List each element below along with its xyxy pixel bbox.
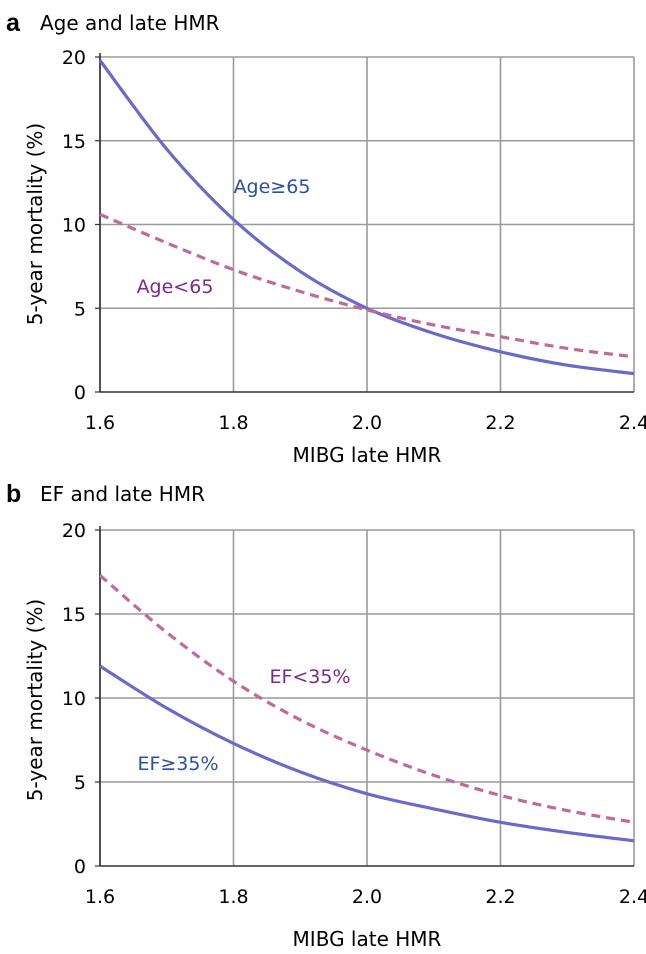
panel-b-plot: 1.6 1.8 2.0 2.2 2.4 0 5 10 15 20 EF<35% EF≥35%: [62, 520, 646, 908]
panel-b-y-tick-label: 20: [62, 520, 86, 542]
panel-b-y-tick-label: 10: [62, 688, 86, 710]
panel-b-title: EF and late HMR: [40, 482, 205, 506]
panel-b: b EF and late HMR 1.6 1.8 2.0 2.2 2.4 0 5 10 15 2…: [6, 480, 646, 951]
panel-a-series-line-solid: [98, 59, 635, 376]
panel-b-series-line-dashed: [98, 574, 635, 824]
panel-a-y-tick-label: 10: [62, 215, 86, 237]
panel-b-x-axis-label: MIBG late HMR: [293, 927, 442, 951]
panel-b-y-axis-label: 5-year mortality (%): [23, 599, 47, 801]
panel-b-letter: b: [6, 480, 21, 508]
panel-a-y-tick-label: 15: [62, 131, 86, 153]
panel-a-x-axis-label: MIBG late HMR: [293, 443, 442, 467]
panel-b-y-tick-label: 5: [74, 772, 86, 794]
panel-a-x-tick-label: 2.4: [619, 412, 646, 434]
panel-a-series-line-dashed: [99, 212, 635, 359]
panel-a-y-tick-label: 0: [74, 382, 86, 404]
panel-a: a Age and late HMR 1.6 1.8 2.0 2.2 2.4 0 5 10 15…: [6, 9, 646, 467]
panel-b-series-line-solid: [99, 664, 635, 843]
panel-a-y-axis-label: 5-year mortality (%): [23, 123, 47, 325]
panel-a-x-tick-label: 2.2: [485, 412, 515, 434]
panel-b-x-tick-label: 1.8: [218, 886, 248, 908]
panel-b-x-tick-label: 2.0: [352, 886, 382, 908]
panel-a-y-tick-label: 20: [62, 47, 86, 69]
panel-a-x-tick-label: 1.8: [218, 412, 248, 434]
panel-a-series-label: Age≥65: [234, 176, 311, 198]
panel-a-series-label: Age<65: [137, 276, 214, 298]
panel-b-x-tick-label: 2.4: [619, 886, 646, 908]
panel-b-y-tick-label: 15: [62, 604, 86, 626]
panel-a-y-tick-label: 5: [74, 298, 86, 320]
panel-a-x-tick-label: 2.0: [352, 412, 382, 434]
panel-b-series-label: EF<35%: [269, 666, 350, 688]
panel-a-plot: 1.6 1.8 2.0 2.2 2.4 0 5 10 15 20 Age≥65 Age<65: [62, 47, 646, 434]
panel-b-series-label: EF≥35%: [137, 753, 218, 775]
panel-b-y-tick-label: 0: [74, 856, 86, 878]
panel-b-x-tick-label: 1.6: [85, 886, 115, 908]
panel-a-letter: a: [6, 9, 21, 37]
panel-a-x-tick-label: 1.6: [85, 412, 115, 434]
panel-b-x-tick-label: 2.2: [485, 886, 515, 908]
panel-a-title: Age and late HMR: [40, 11, 220, 35]
